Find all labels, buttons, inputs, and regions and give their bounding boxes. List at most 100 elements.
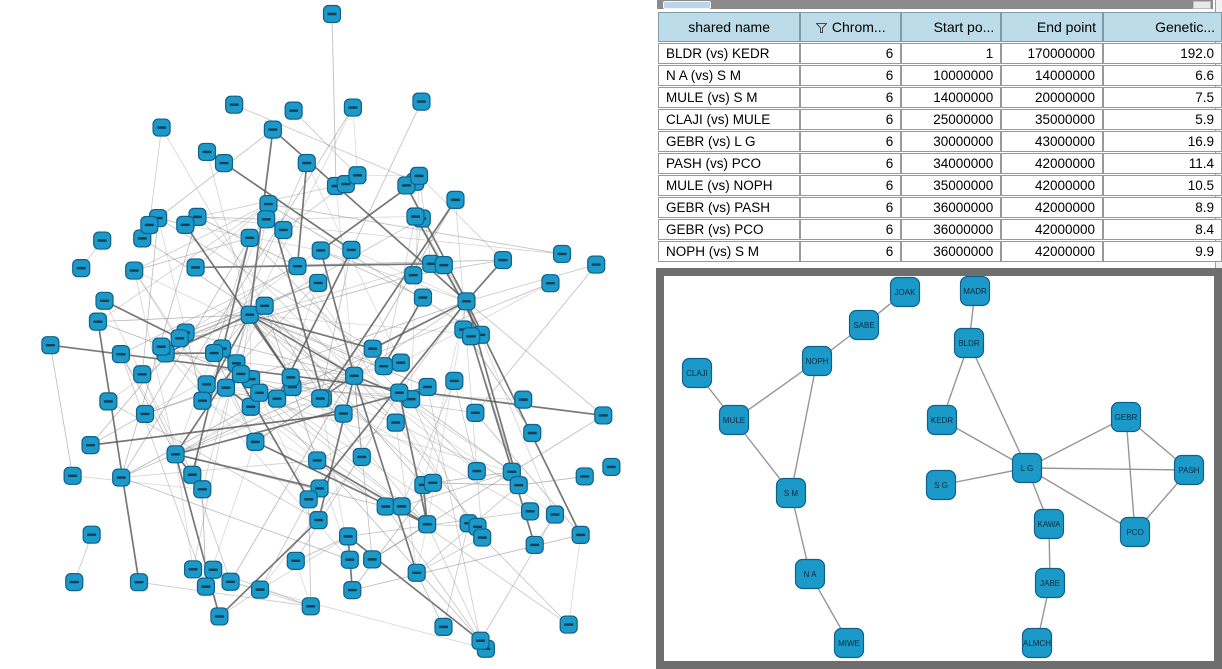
network-node[interactable]	[445, 371, 464, 391]
network-node[interactable]	[376, 497, 395, 516]
cell-value[interactable]: 6	[800, 219, 902, 240]
network-node[interactable]	[129, 573, 149, 592]
network-node[interactable]	[525, 535, 544, 555]
network-node[interactable]	[594, 406, 613, 425]
cell-shared-name[interactable]: MULE (vs) NOPH	[658, 175, 801, 196]
network-node[interactable]	[210, 607, 229, 626]
network-node[interactable]	[334, 404, 353, 423]
network-node[interactable]	[112, 468, 131, 487]
subnetwork-node-s-g[interactable]: S G	[925, 469, 957, 501]
network-node[interactable]	[523, 423, 542, 443]
cell-value[interactable]: 6	[800, 153, 902, 174]
subnetwork-node-n-a[interactable]: N A	[794, 558, 826, 590]
network-node[interactable]	[471, 631, 490, 650]
network-node[interactable]	[571, 525, 590, 544]
cell-value[interactable]: 5.9	[1103, 109, 1222, 130]
cell-shared-name[interactable]: BLDR (vs) KEDR	[658, 43, 801, 64]
network-node[interactable]	[99, 392, 118, 411]
network-node[interactable]	[166, 445, 185, 464]
cell-shared-name[interactable]: MULE (vs) S M	[658, 87, 801, 108]
network-node[interactable]	[204, 560, 223, 579]
network-node[interactable]	[301, 597, 320, 616]
network-node[interactable]	[246, 432, 265, 451]
subnetwork-node-mule[interactable]: MULE	[718, 404, 750, 436]
cell-shared-name[interactable]: CLAJI (vs) MULE	[658, 109, 801, 130]
network-node[interactable]	[466, 403, 485, 422]
network-node[interactable]	[250, 383, 269, 402]
network-node[interactable]	[509, 476, 528, 495]
network-node[interactable]	[340, 550, 359, 569]
network-node[interactable]	[288, 257, 307, 276]
network-node[interactable]	[197, 142, 217, 162]
table-row[interactable]: GEBR (vs) PASH 6 36000000 42000000 8.9	[658, 197, 1222, 218]
network-node[interactable]	[575, 467, 594, 486]
subnetwork-node-kedr[interactable]: KEDR	[926, 404, 958, 436]
network-edge[interactable]	[1125, 416, 1136, 533]
cell-value[interactable]: 36000000	[901, 241, 1002, 262]
network-node[interactable]	[545, 505, 565, 524]
cell-value[interactable]: 170000000	[1001, 43, 1104, 64]
network-node[interactable]	[392, 497, 411, 516]
table-row[interactable]: GEBR (vs) PCO 6 36000000 42000000 8.4	[658, 219, 1222, 240]
cell-shared-name[interactable]: GEBR (vs) PCO	[658, 219, 801, 240]
network-node[interactable]	[407, 563, 426, 582]
subnetwork-node-pash[interactable]: PASH	[1173, 454, 1205, 486]
network-edge[interactable]	[968, 342, 1028, 469]
network-node[interactable]	[467, 462, 486, 481]
network-node[interactable]	[423, 473, 442, 492]
cell-value[interactable]: 6.6	[1103, 65, 1222, 86]
network-node[interactable]	[363, 550, 382, 569]
network-node[interactable]	[140, 215, 159, 235]
cell-shared-name[interactable]: NOPH (vs) S M	[658, 241, 801, 262]
network-node[interactable]	[183, 465, 202, 484]
network-edge[interactable]	[1026, 467, 1190, 471]
network-node[interactable]	[95, 291, 114, 310]
subnetwork-node-gebr[interactable]: GEBR	[1110, 401, 1142, 433]
network-node[interactable]	[418, 377, 437, 397]
scrollbar-thumb[interactable]	[663, 1, 711, 9]
cell-value[interactable]: 192.0	[1103, 43, 1222, 64]
cell-value[interactable]: 6	[800, 43, 902, 64]
network-node[interactable]	[404, 266, 423, 285]
network-node[interactable]	[374, 357, 393, 376]
cell-value[interactable]: 20000000	[1001, 87, 1104, 108]
network-node[interactable]	[552, 244, 572, 264]
network-node[interactable]	[348, 166, 367, 185]
cell-value[interactable]: 43000000	[1001, 131, 1104, 152]
cell-value[interactable]: 25000000	[901, 109, 1002, 130]
subnetwork-node-almch[interactable]: ALMCH	[1021, 627, 1053, 659]
network-node[interactable]	[197, 375, 216, 394]
network-node[interactable]	[587, 255, 606, 274]
network-node[interactable]	[255, 296, 274, 315]
table-row[interactable]: GEBR (vs) L G 6 30000000 43000000 16.9	[658, 131, 1222, 152]
scrollbar-end-box[interactable]	[1193, 1, 1211, 9]
network-node[interactable]	[133, 365, 152, 384]
column-header-end-point[interactable]: End point	[1001, 12, 1104, 42]
network-node[interactable]	[446, 190, 465, 209]
network-node[interactable]	[186, 258, 205, 277]
network-node[interactable]	[214, 153, 234, 173]
subnetwork-node-joak[interactable]: JOAK	[889, 276, 921, 308]
network-node[interactable]	[434, 256, 453, 275]
network-node[interactable]	[193, 480, 212, 499]
cell-value[interactable]: 6	[800, 131, 902, 152]
cell-value[interactable]: 11.4	[1103, 153, 1222, 174]
network-node[interactable]	[221, 572, 240, 591]
cell-shared-name[interactable]: GEBR (vs) PASH	[658, 197, 801, 218]
network-node[interactable]	[311, 389, 330, 408]
cell-value[interactable]: 6	[800, 197, 902, 218]
network-node[interactable]	[309, 273, 328, 293]
cell-value[interactable]: 35000000	[901, 175, 1002, 196]
cell-value[interactable]: 42000000	[1001, 219, 1104, 240]
network-node[interactable]	[391, 353, 410, 372]
network-node[interactable]	[41, 336, 60, 355]
cell-value[interactable]: 14000000	[901, 87, 1002, 108]
cell-value[interactable]: 6	[800, 175, 902, 196]
network-node[interactable]	[345, 366, 364, 385]
cell-value[interactable]: 8.9	[1103, 197, 1222, 218]
network-node[interactable]	[299, 490, 318, 509]
network-node[interactable]	[493, 250, 513, 270]
cell-value[interactable]: 14000000	[1001, 65, 1104, 86]
cell-shared-name[interactable]: GEBR (vs) L G	[658, 131, 801, 152]
network-node[interactable]	[286, 551, 305, 570]
